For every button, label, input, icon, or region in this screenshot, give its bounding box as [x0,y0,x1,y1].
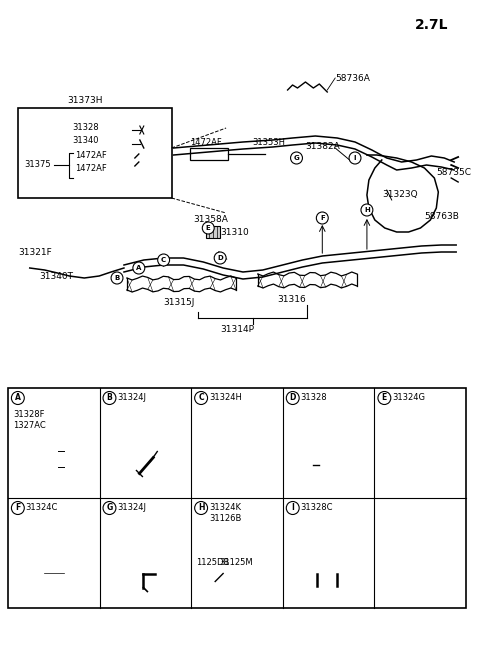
Circle shape [222,565,232,576]
Circle shape [157,254,169,266]
Circle shape [234,456,240,463]
Circle shape [195,502,207,514]
Text: 58763B: 58763B [424,212,459,221]
Circle shape [195,392,207,405]
Text: C: C [161,257,166,263]
Circle shape [286,392,299,405]
Text: B: B [114,275,120,281]
Circle shape [103,392,116,405]
Text: 31375: 31375 [24,160,50,169]
Circle shape [103,502,116,514]
Text: 58736A: 58736A [335,74,370,83]
Circle shape [133,262,145,274]
Text: D: D [289,394,296,403]
Bar [217,455,255,464]
Text: F: F [320,215,324,221]
Circle shape [361,204,373,216]
Text: I: I [354,155,356,161]
Bar [206,226,220,238]
Text: 31323Q: 31323Q [382,190,418,199]
Text: 31316: 31316 [277,295,306,304]
Text: 31315J: 31315J [164,298,195,307]
FancyBboxPatch shape [35,565,71,580]
Text: D: D [217,255,223,261]
Text: F: F [15,504,21,512]
Circle shape [224,456,230,463]
Circle shape [111,272,123,284]
Text: 31324H: 31324H [209,393,242,402]
Text: 1472AF: 1472AF [191,138,222,147]
Text: 31321F: 31321F [18,248,52,257]
Text: 1472AF: 1472AF [75,151,107,160]
Text: A: A [15,394,21,403]
Text: 31314P: 31314P [220,325,254,334]
FancyBboxPatch shape [35,444,59,458]
Text: 1327AC: 1327AC [13,421,46,430]
Text: E: E [382,394,387,403]
Circle shape [234,569,244,580]
Text: 31324J: 31324J [118,393,146,402]
Circle shape [202,222,214,234]
Circle shape [378,392,391,405]
Bar [191,148,228,160]
Text: 31328: 31328 [300,393,327,402]
Circle shape [290,152,302,164]
Circle shape [349,152,361,164]
Text: 31126B: 31126B [209,514,241,523]
Text: E: E [206,225,211,231]
Text: G: G [107,504,113,512]
Circle shape [243,456,251,463]
Circle shape [63,464,69,470]
Circle shape [319,455,338,474]
Text: 31358A: 31358A [193,215,228,224]
FancyBboxPatch shape [35,460,59,474]
Text: H: H [364,207,370,213]
Circle shape [12,502,24,514]
Bar [18,108,171,198]
Circle shape [133,156,141,164]
Text: C: C [198,394,204,403]
Text: 31328C: 31328C [300,503,333,512]
Text: 31324J: 31324J [118,503,146,512]
Text: 31353H: 31353H [252,138,285,147]
Text: B: B [107,394,112,403]
Circle shape [324,460,334,470]
Text: 31373H: 31373H [67,96,103,105]
Circle shape [316,212,328,224]
Text: 1472AF: 1472AF [75,164,107,173]
Circle shape [63,447,69,453]
Text: 2.7L: 2.7L [415,18,448,32]
Text: G: G [294,155,300,161]
Bar [8,388,466,608]
Text: 31324K: 31324K [209,503,241,512]
Circle shape [237,572,241,577]
Text: H: H [198,504,204,512]
Text: 31324G: 31324G [392,393,425,402]
Text: 31328: 31328 [72,123,99,132]
Text: 31382A: 31382A [305,142,340,151]
Text: I: I [291,504,294,512]
Text: 31340: 31340 [72,136,99,145]
Text: 31328F: 31328F [13,410,44,419]
Polygon shape [412,455,434,476]
Text: 31125M: 31125M [219,558,252,567]
Text: 31340T: 31340T [40,272,73,281]
Text: 31324C: 31324C [26,503,58,512]
Circle shape [286,502,299,514]
Circle shape [12,392,24,405]
Text: 1125DB: 1125DB [196,558,229,567]
Text: 31310: 31310 [220,228,249,237]
FancyBboxPatch shape [246,567,264,578]
Circle shape [214,252,226,264]
Text: 58735C: 58735C [436,168,471,177]
Text: A: A [136,265,142,271]
